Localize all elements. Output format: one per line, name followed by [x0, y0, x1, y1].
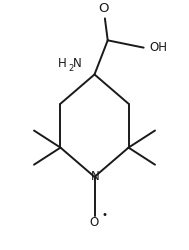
Text: H: H [58, 56, 67, 70]
Text: OH: OH [149, 41, 167, 54]
Text: N: N [73, 56, 81, 70]
Text: 2: 2 [69, 64, 74, 73]
Text: •: • [102, 209, 108, 219]
Text: N: N [91, 170, 99, 182]
Text: O: O [90, 215, 99, 228]
Text: O: O [99, 2, 109, 15]
